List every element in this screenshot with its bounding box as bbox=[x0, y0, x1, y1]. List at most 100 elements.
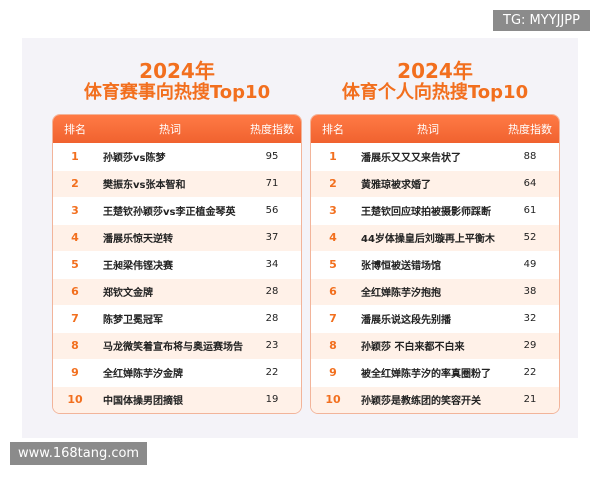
personal-ranking-table: 排名 热词 热度指数 1 潘展乐又又又来告状了 88 2 黄雅琼被求婚了 64 3 王楚钦回应… bbox=[310, 113, 560, 414]
table-row: 2 黄雅琼被求婚了 64 bbox=[311, 169, 559, 197]
table-row: 3 王楚钦孙颖莎vs李正植金琴英 56 bbox=[53, 196, 301, 224]
heat-cell: 49 bbox=[523, 259, 537, 271]
table-row: 10 孙颖莎是教练团的笑容开关 21 bbox=[311, 385, 559, 413]
table-row: 7 潘展乐说这段先别播 32 bbox=[311, 304, 559, 332]
heat-cell: 61 bbox=[523, 205, 537, 217]
word-cell: 樊振东vs张本智和 bbox=[103, 180, 186, 192]
word-cell: 潘展乐又又又来告状了 bbox=[361, 153, 461, 165]
table-row: 8 马龙微笑着宣布将与奥运赛场告别 23 bbox=[53, 331, 301, 359]
rank-cell: 1 bbox=[71, 150, 79, 164]
heat-cell: 37 bbox=[265, 232, 279, 244]
heat-cell: 29 bbox=[523, 340, 537, 352]
rank-column-header: 排名 bbox=[64, 122, 86, 136]
table-row: 3 王楚钦回应球拍被摄影师踩断 61 bbox=[311, 196, 559, 224]
rank-cell: 6 bbox=[329, 285, 337, 299]
word-cell: 被全红婵陈芋汐的率真圈粉了 bbox=[361, 369, 491, 381]
heat-cell: 22 bbox=[523, 367, 537, 379]
table-row: 8 孙颖莎 不白来都不白来 29 bbox=[311, 331, 559, 359]
word-cell: 全红婵陈芋汐金牌 bbox=[103, 369, 183, 381]
event-ranking-table: 排名 热词 热度指数 1 孙颖莎vs陈梦 95 2 樊振东vs张本智和 71 3 王楚钦孙颖莎… bbox=[52, 113, 302, 414]
table-row: 5 王昶梁伟铿决赛 34 bbox=[53, 250, 301, 278]
rank-cell: 1 bbox=[329, 150, 337, 164]
heat-cell: 56 bbox=[265, 205, 279, 217]
heat-column-header: 热度指数 bbox=[250, 122, 294, 136]
personal-table-body: 1 潘展乐又又又来告状了 88 2 黄雅琼被求婚了 64 3 王楚钦回应球拍被摄影师踩断 61 4… bbox=[311, 142, 559, 413]
word-cell: 中国体操男团摘银 bbox=[103, 396, 183, 408]
heat-cell: 28 bbox=[265, 313, 279, 325]
heat-cell: 19 bbox=[265, 394, 279, 406]
rank-cell: 5 bbox=[329, 258, 337, 272]
event-hot-search-panel: 2024年 体育赛事向热搜Top10 排名 热词 热度指数 1 孙颖莎vs陈梦 95… bbox=[52, 38, 302, 414]
table-row: 2 樊振东vs张本智和 71 bbox=[53, 169, 301, 197]
table-row: 5 张博恒被送错场馆 49 bbox=[311, 250, 559, 278]
heat-cell: 71 bbox=[265, 178, 279, 190]
word-cell: 潘展乐惊天逆转 bbox=[103, 234, 173, 246]
word-cell: 马龙微笑着宣布将与奥运赛场告别 bbox=[103, 342, 243, 354]
personal-panel-subtitle: 体育个人向热搜Top10 bbox=[341, 82, 529, 103]
heat-cell: 23 bbox=[265, 340, 279, 352]
rank-cell: 6 bbox=[71, 285, 79, 299]
personal-panel-title: 2024年 体育个人向热搜Top10 bbox=[310, 60, 560, 104]
table-row: 9 被全红婵陈芋汐的率真圈粉了 22 bbox=[311, 358, 559, 386]
heat-cell: 38 bbox=[523, 286, 537, 298]
rank-cell: 10 bbox=[67, 393, 83, 407]
heat-cell: 21 bbox=[523, 394, 537, 406]
word-cell: 潘展乐说这段先别播 bbox=[361, 315, 451, 327]
table-row: 10 中国体操男团摘银 19 bbox=[53, 385, 301, 413]
rank-cell: 8 bbox=[71, 339, 79, 353]
table-row: 6 全红婵陈芋汐抱抱 38 bbox=[311, 277, 559, 305]
rank-cell: 9 bbox=[329, 366, 337, 380]
table-row: 1 潘展乐又又又来告状了 88 bbox=[311, 142, 559, 170]
infographic-canvas: 2024年 体育赛事向热搜Top10 排名 热词 热度指数 1 孙颖莎vs陈梦 95… bbox=[22, 38, 578, 438]
heat-cell: 34 bbox=[265, 259, 279, 271]
heat-cell: 52 bbox=[523, 232, 537, 244]
event-table-body: 1 孙颖莎vs陈梦 95 2 樊振东vs张本智和 71 3 王楚钦孙颖莎vs李正植金琴英 56 4… bbox=[53, 142, 301, 413]
rank-cell: 3 bbox=[329, 204, 337, 218]
word-cell: 孙颖莎vs陈梦 bbox=[103, 153, 166, 165]
personal-table-header: 排名 热词 热度指数 bbox=[311, 114, 559, 143]
table-row: 4 44岁体操皇后刘璇再上平衡木 52 bbox=[311, 223, 559, 251]
event-panel-title: 2024年 体育赛事向热搜Top10 bbox=[52, 60, 302, 104]
event-table-header: 排名 热词 热度指数 bbox=[53, 114, 301, 143]
table-row: 4 潘展乐惊天逆转 37 bbox=[53, 223, 301, 251]
rank-cell: 5 bbox=[71, 258, 79, 272]
word-cell: 孙颖莎是教练团的笑容开关 bbox=[361, 396, 481, 408]
rank-cell: 4 bbox=[329, 231, 337, 245]
rank-cell: 4 bbox=[71, 231, 79, 245]
word-column-header: 热词 bbox=[159, 122, 181, 136]
rank-cell: 9 bbox=[71, 366, 79, 380]
word-cell: 张博恒被送错场馆 bbox=[361, 261, 441, 273]
rank-column-header: 排名 bbox=[322, 122, 344, 136]
heat-cell: 95 bbox=[265, 151, 279, 163]
rank-cell: 7 bbox=[71, 312, 79, 326]
rank-cell: 7 bbox=[329, 312, 337, 326]
heat-cell: 88 bbox=[523, 151, 537, 163]
rank-cell: 2 bbox=[71, 177, 79, 191]
heat-cell: 28 bbox=[265, 286, 279, 298]
word-cell: 黄雅琼被求婚了 bbox=[361, 180, 431, 192]
table-row: 6 郑钦文金牌 28 bbox=[53, 277, 301, 305]
word-column-header: 热词 bbox=[417, 122, 439, 136]
event-panel-subtitle: 体育赛事向热搜Top10 bbox=[83, 82, 271, 103]
rank-cell: 3 bbox=[71, 204, 79, 218]
heat-cell: 22 bbox=[265, 367, 279, 379]
event-panel-year: 2024年 bbox=[139, 59, 215, 83]
watermark-bottom: www.168tang.com bbox=[10, 442, 148, 465]
rank-cell: 2 bbox=[329, 177, 337, 191]
rank-cell: 10 bbox=[325, 393, 341, 407]
word-cell: 孙颖莎 不白来都不白来 bbox=[361, 342, 465, 354]
word-cell: 郑钦文金牌 bbox=[103, 288, 153, 300]
heat-column-header: 热度指数 bbox=[508, 122, 552, 136]
word-cell: 王昶梁伟铿决赛 bbox=[103, 261, 173, 273]
heat-cell: 64 bbox=[523, 178, 537, 190]
heat-cell: 32 bbox=[523, 313, 537, 325]
personal-hot-search-panel: 2024年 体育个人向热搜Top10 排名 热词 热度指数 1 潘展乐又又又来告状… bbox=[310, 38, 560, 414]
table-row: 7 陈梦卫冕冠军 28 bbox=[53, 304, 301, 332]
word-cell: 44岁体操皇后刘璇再上平衡木 bbox=[361, 234, 495, 246]
word-cell: 王楚钦回应球拍被摄影师踩断 bbox=[361, 207, 491, 219]
word-cell: 全红婵陈芋汐抱抱 bbox=[361, 288, 441, 300]
table-row: 1 孙颖莎vs陈梦 95 bbox=[53, 142, 301, 170]
personal-panel-year: 2024年 bbox=[397, 59, 473, 83]
watermark-top: TG: MYYJJPP bbox=[493, 10, 590, 31]
rank-cell: 8 bbox=[329, 339, 337, 353]
